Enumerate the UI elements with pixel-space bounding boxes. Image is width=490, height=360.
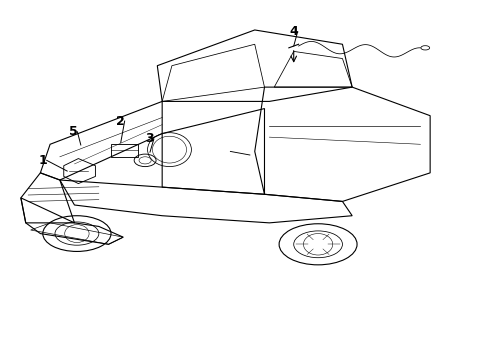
Text: 2: 2 (117, 114, 125, 127)
Bar (111, 144, 138, 157)
Text: 3: 3 (146, 132, 154, 145)
Text: 4: 4 (290, 25, 298, 38)
Text: 5: 5 (69, 125, 78, 138)
Text: 1: 1 (38, 154, 47, 167)
